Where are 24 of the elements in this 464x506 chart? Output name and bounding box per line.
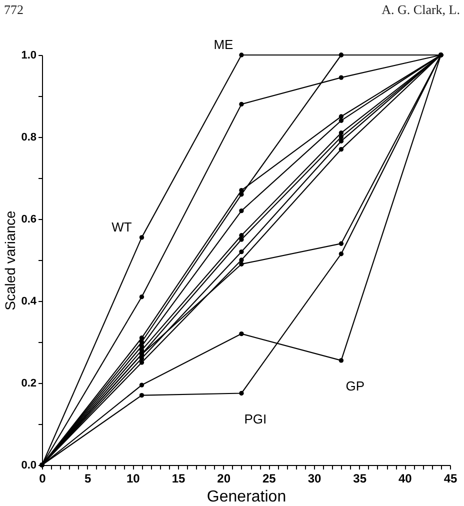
y-tick-label: 0.8: [21, 132, 36, 144]
y-tick-label: 0.0: [21, 460, 36, 472]
y-tick-label: 0.2: [21, 378, 36, 390]
x-tick-label: 5: [84, 472, 92, 486]
annotation: WT: [112, 219, 132, 234]
text: A. G. Clark, L.: [382, 2, 460, 18]
y-tick-label: 0.6: [21, 214, 36, 226]
x-tick-label: 25: [262, 472, 276, 486]
y-tick-label: 1.0: [21, 50, 36, 62]
x-tick-label: 15: [172, 472, 186, 486]
x-tick-label: 30: [308, 472, 322, 486]
text: 772: [4, 2, 24, 18]
annotation: GP: [346, 378, 365, 394]
annotation: PGI: [244, 411, 267, 426]
x-axis-title: Generation: [206, 488, 286, 506]
annotation: ME: [214, 37, 234, 52]
y-axis-title: Scaled variance: [2, 210, 18, 310]
x-tick-label: 35: [353, 472, 367, 486]
x-tick-label: 0: [39, 472, 46, 486]
x-tick-label: 45: [444, 472, 458, 486]
x-tick-label: 10: [126, 472, 140, 486]
y-tick-label: 0.4: [21, 296, 38, 308]
x-tick-label: 20: [217, 472, 231, 486]
x-tick-label: 40: [398, 472, 412, 486]
